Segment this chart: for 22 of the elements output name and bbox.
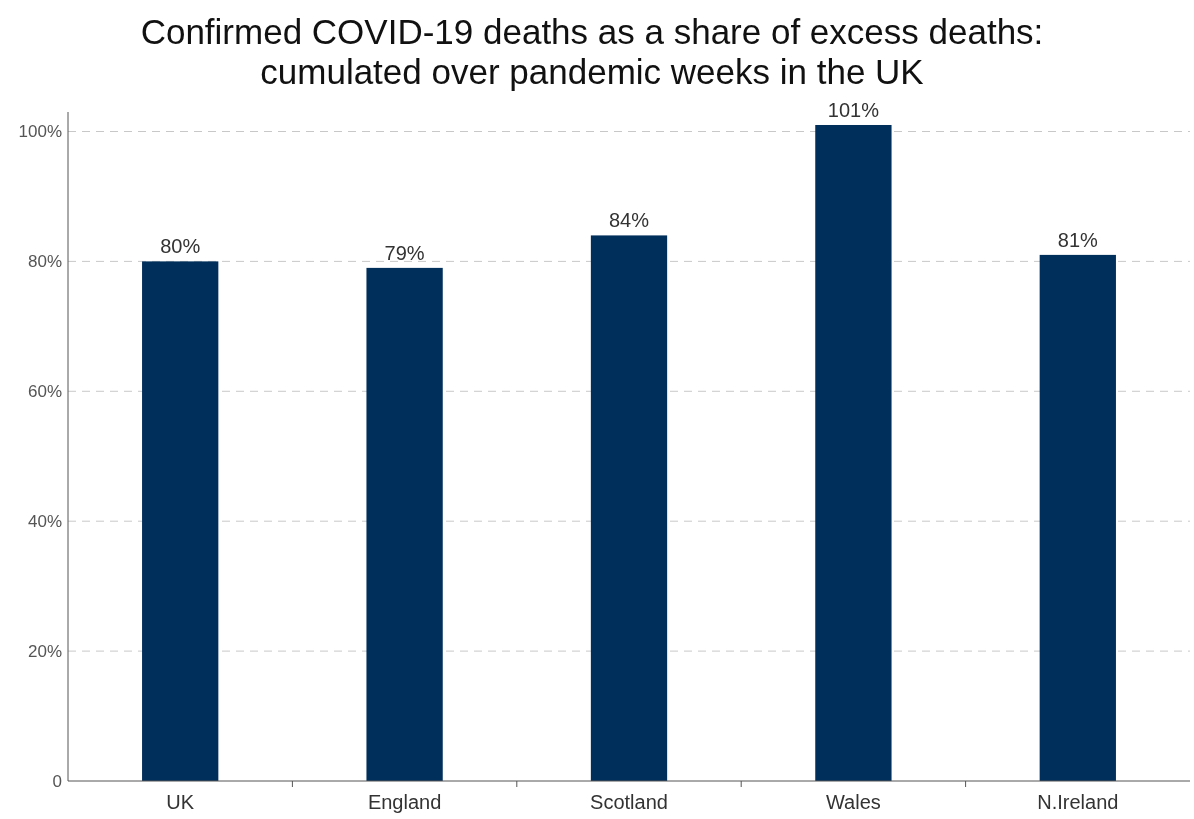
x-tick-label: UK	[166, 791, 195, 813]
bar	[590, 235, 668, 781]
y-tick-label: 40%	[27, 512, 62, 532]
bar	[1039, 254, 1116, 781]
data-label: 84%	[608, 209, 650, 232]
bar	[815, 124, 892, 781]
x-tick-label: Wales	[825, 791, 881, 813]
bar	[142, 261, 219, 781]
data-label: 79%	[384, 241, 425, 264]
y-tick-label: 80%	[27, 252, 62, 272]
y-tick-label: 20%	[27, 642, 62, 662]
y-tick-label: 60%	[27, 382, 62, 402]
y-tick-label: 100%	[18, 122, 62, 142]
data-label: 80%	[160, 235, 201, 258]
x-tick-label: N.Ireland	[1037, 791, 1119, 813]
chart-title: Confirmed COVID-19 deaths as a share of excess deaths: cumulated over pandemic weeks in the UK	[140, 12, 1044, 91]
y-tick-label: 0	[52, 771, 62, 791]
x-tick-label: England	[367, 791, 442, 813]
data-label: 81%	[1057, 228, 1099, 251]
data-label: 101%	[827, 98, 880, 121]
bar	[366, 267, 443, 781]
x-tick-label: Scotland	[590, 791, 668, 813]
